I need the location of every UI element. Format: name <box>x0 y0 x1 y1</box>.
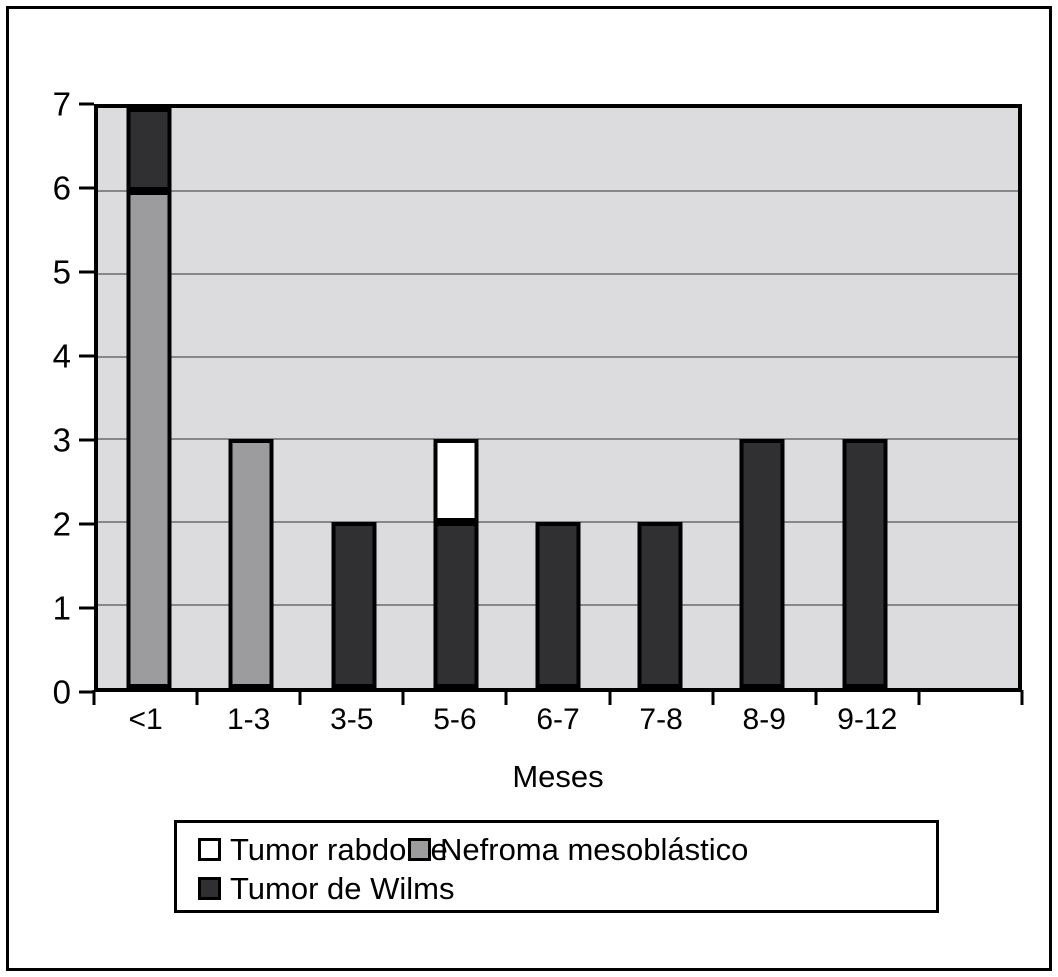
legend-label: Tumor de Wilms <box>230 870 455 906</box>
x-tick-label: 9-12 <box>837 703 898 736</box>
gridline <box>98 272 1018 275</box>
x-axis-tick <box>608 690 612 705</box>
bar-9-12 <box>842 108 888 688</box>
x-axis-title: Meses <box>512 759 604 794</box>
x-axis-tick <box>195 690 199 705</box>
bar-8-9 <box>739 108 785 688</box>
bar-5-6 <box>433 108 479 688</box>
legend-label: Nefroma mesoblástico <box>440 831 749 867</box>
bar-segment <box>331 522 377 688</box>
bar-6-7 <box>535 108 581 688</box>
bar-segment <box>637 522 683 688</box>
legend-swatch <box>198 877 221 900</box>
x-axis-tick <box>711 690 715 705</box>
y-tick-label: 0 <box>52 673 71 711</box>
bar-segment <box>228 439 274 688</box>
bar-segment <box>433 439 479 523</box>
y-tick-label: 1 <box>52 589 71 627</box>
x-axis-tick <box>298 690 302 705</box>
x-tick-label: <1 <box>128 703 163 736</box>
y-axis-ticks <box>79 102 94 694</box>
y-axis-tick <box>79 522 94 526</box>
bar-segment <box>126 108 172 191</box>
y-axis-tick <box>79 270 94 274</box>
x-axis-labels: <1 1-3 3-5 5-6 6-7 7-8 8-9 9-12 <box>94 703 1022 739</box>
x-tick-label: 6-7 <box>536 703 580 736</box>
x-tick-label: 1-3 <box>226 703 271 736</box>
y-tick-label: 3 <box>52 421 71 459</box>
x-axis-tick <box>401 690 405 705</box>
bar-segment <box>739 439 785 688</box>
legend-item: Tumor rabdoide <box>198 830 448 869</box>
y-tick-label: 2 <box>52 505 71 543</box>
plot-area <box>94 104 1022 692</box>
y-axis-tick <box>79 102 94 106</box>
y-axis-tick <box>79 690 94 694</box>
x-axis-ticks <box>92 690 1024 706</box>
y-axis-labels: 0 1 2 3 4 5 6 7 <box>9 88 71 709</box>
x-axis-tick <box>917 690 921 705</box>
bar-3-5 <box>331 108 377 688</box>
bar-<1 <box>126 108 172 688</box>
y-tick-label: 6 <box>52 169 71 207</box>
x-axis-tick <box>92 690 96 705</box>
gridline <box>98 355 1018 358</box>
y-axis-tick <box>79 606 94 610</box>
legend-swatch <box>198 838 221 861</box>
x-tick-label: 5-6 <box>433 703 477 736</box>
x-axis-tick <box>814 690 818 705</box>
legend-item: Nefroma mesoblástico <box>408 830 936 869</box>
bar-segment <box>535 522 581 688</box>
y-axis-tick <box>79 354 94 358</box>
legend-item: Tumor de Wilms <box>198 869 454 908</box>
gridline <box>98 189 1018 192</box>
x-axis-tick <box>504 690 508 705</box>
y-tick-label: 5 <box>52 253 71 291</box>
bar-segment <box>842 439 888 688</box>
x-tick-label: 7-8 <box>639 703 683 736</box>
legend: Tumor rabdoide Nefroma mesoblástico Tumor … <box>174 820 939 913</box>
bar-7-8 <box>637 108 683 688</box>
bar-segment <box>126 190 172 688</box>
bar-segment <box>433 522 479 688</box>
y-axis-tick <box>79 186 94 190</box>
y-tick-label: 7 <box>52 85 71 123</box>
x-tick-label: 8-9 <box>742 703 786 736</box>
x-axis-tick <box>1020 690 1024 705</box>
x-tick-label: 3-5 <box>330 703 374 736</box>
y-tick-label: 4 <box>52 337 71 375</box>
legend-swatch <box>408 838 431 861</box>
bar-1-3 <box>228 108 274 688</box>
gridline <box>98 438 1018 441</box>
y-axis-tick <box>79 438 94 442</box>
